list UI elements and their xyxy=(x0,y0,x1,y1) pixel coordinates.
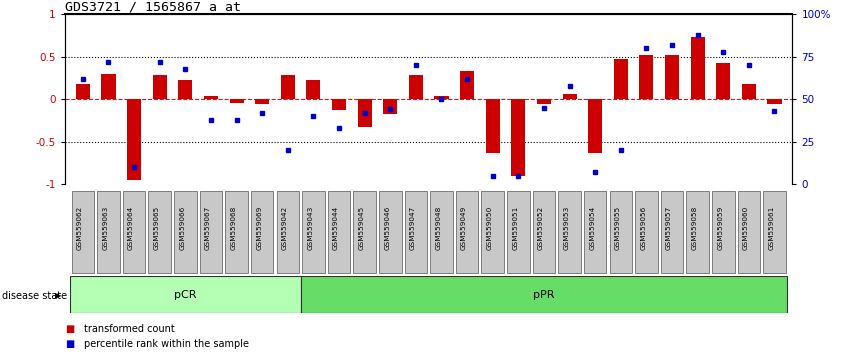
Text: GSM559066: GSM559066 xyxy=(179,205,185,250)
Text: GSM559049: GSM559049 xyxy=(461,205,467,250)
Text: pPR: pPR xyxy=(533,290,555,300)
Bar xyxy=(409,75,423,99)
Bar xyxy=(404,191,427,273)
Bar xyxy=(204,96,218,99)
Bar xyxy=(127,99,141,180)
Text: percentile rank within the sample: percentile rank within the sample xyxy=(84,339,249,349)
Bar xyxy=(588,99,602,153)
Bar xyxy=(383,99,397,114)
Bar xyxy=(742,84,756,99)
Bar xyxy=(537,99,551,104)
Text: GSM559044: GSM559044 xyxy=(333,205,339,250)
Text: GSM559062: GSM559062 xyxy=(77,205,83,250)
Bar xyxy=(712,191,734,273)
Text: GSM559045: GSM559045 xyxy=(359,205,365,250)
Bar xyxy=(200,191,223,273)
Text: GSM559056: GSM559056 xyxy=(640,205,646,250)
Bar xyxy=(763,191,785,273)
Text: GSM559051: GSM559051 xyxy=(513,205,519,250)
Bar xyxy=(174,191,197,273)
Text: GSM559052: GSM559052 xyxy=(538,205,544,250)
Bar xyxy=(276,191,299,273)
Text: GSM559057: GSM559057 xyxy=(666,205,672,250)
Bar xyxy=(481,191,504,273)
Text: GSM559069: GSM559069 xyxy=(256,205,262,250)
Bar xyxy=(533,191,555,273)
Bar xyxy=(511,99,526,176)
Bar xyxy=(507,191,530,273)
Bar xyxy=(639,55,654,99)
Text: GSM559063: GSM559063 xyxy=(102,205,108,250)
Bar xyxy=(101,74,115,99)
Text: GSM559060: GSM559060 xyxy=(743,205,749,250)
Bar xyxy=(327,191,350,273)
Text: GSM559055: GSM559055 xyxy=(615,205,621,250)
Bar xyxy=(229,99,243,103)
Text: GSM559048: GSM559048 xyxy=(436,205,442,250)
Bar xyxy=(301,276,787,313)
Bar xyxy=(72,191,94,273)
Text: GSM559042: GSM559042 xyxy=(281,205,288,250)
Text: GSM559050: GSM559050 xyxy=(487,205,493,250)
Bar xyxy=(302,191,325,273)
Bar xyxy=(456,191,478,273)
Bar xyxy=(123,191,145,273)
Text: ■: ■ xyxy=(65,324,74,333)
Bar xyxy=(738,191,760,273)
Text: ▶: ▶ xyxy=(55,291,61,300)
Text: GSM559047: GSM559047 xyxy=(410,205,416,250)
Text: GDS3721 / 1565867_a_at: GDS3721 / 1565867_a_at xyxy=(65,0,241,13)
Text: GSM559046: GSM559046 xyxy=(385,205,391,250)
Bar xyxy=(690,37,705,99)
Text: ■: ■ xyxy=(65,339,74,349)
Bar xyxy=(251,191,274,273)
Bar xyxy=(584,191,606,273)
Bar xyxy=(559,191,581,273)
Bar xyxy=(435,96,449,99)
Bar xyxy=(225,191,248,273)
Bar xyxy=(178,80,192,99)
Text: transformed count: transformed count xyxy=(84,324,175,333)
Text: GSM559059: GSM559059 xyxy=(717,205,723,250)
Bar xyxy=(76,84,90,99)
Bar xyxy=(152,75,167,99)
Bar xyxy=(614,59,628,99)
Bar xyxy=(281,75,294,99)
Text: GSM559065: GSM559065 xyxy=(154,205,159,250)
Bar xyxy=(563,94,577,99)
Text: disease state: disease state xyxy=(2,291,67,301)
Bar xyxy=(716,63,730,99)
Bar xyxy=(460,71,475,99)
Text: pCR: pCR xyxy=(174,290,197,300)
Bar xyxy=(767,99,781,104)
Bar xyxy=(358,99,372,127)
Bar xyxy=(687,191,709,273)
Bar xyxy=(665,55,679,99)
Bar xyxy=(332,99,346,110)
Text: GSM559058: GSM559058 xyxy=(692,205,698,250)
Bar xyxy=(610,191,632,273)
Bar xyxy=(148,191,171,273)
Bar xyxy=(70,276,301,313)
Text: GSM559043: GSM559043 xyxy=(307,205,313,250)
Bar xyxy=(353,191,376,273)
Text: GSM559053: GSM559053 xyxy=(564,205,570,250)
Bar xyxy=(430,191,453,273)
Bar xyxy=(379,191,402,273)
Bar xyxy=(635,191,657,273)
Bar xyxy=(97,191,120,273)
Text: GSM559068: GSM559068 xyxy=(230,205,236,250)
Text: GSM559067: GSM559067 xyxy=(205,205,211,250)
Bar xyxy=(255,99,269,104)
Bar xyxy=(486,99,500,153)
Bar xyxy=(307,80,320,99)
Text: GSM559061: GSM559061 xyxy=(768,205,774,250)
Text: GSM559064: GSM559064 xyxy=(128,205,134,250)
Text: GSM559054: GSM559054 xyxy=(589,205,595,250)
Bar xyxy=(661,191,683,273)
